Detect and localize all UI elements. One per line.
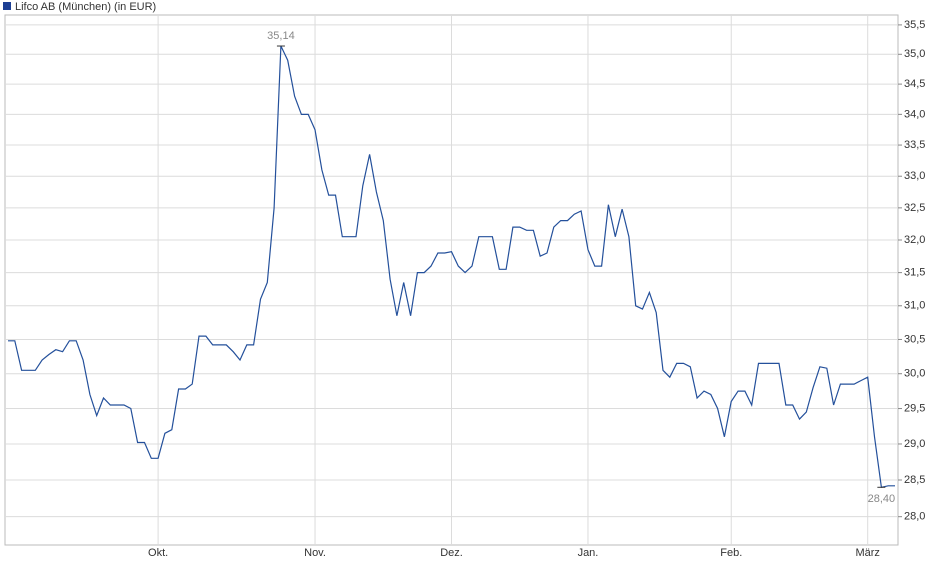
- y-tick-label: 32,5: [904, 202, 925, 214]
- x-tick-label: Okt.: [148, 547, 168, 559]
- x-tick-label: Jan.: [578, 547, 599, 559]
- y-tick-label: 29,5: [904, 402, 925, 414]
- y-tick-label: 30,5: [904, 333, 925, 345]
- y-tick-label: 34,5: [904, 78, 925, 90]
- y-tick-label: 33,0: [904, 170, 925, 182]
- y-tick-label: 32,0: [904, 234, 925, 246]
- y-tick-label: 29,0: [904, 438, 925, 450]
- y-tick-label: 31,0: [904, 300, 925, 312]
- y-tick-label: 35,5: [904, 19, 925, 31]
- x-tick-label: Dez.: [440, 547, 463, 559]
- y-tick-label: 28,5: [904, 474, 925, 486]
- legend-label: Lifco AB (München) (in EUR): [15, 1, 156, 13]
- y-tick-label: 34,0: [904, 108, 925, 120]
- value-label: 28,40: [868, 493, 896, 505]
- legend-swatch: [3, 2, 11, 10]
- y-tick-label: 30,0: [904, 368, 925, 380]
- price-line: [8, 45, 895, 489]
- y-tick-label: 33,5: [904, 139, 925, 151]
- value-label: 35,14: [267, 30, 295, 42]
- x-tick-label: Nov.: [304, 547, 326, 559]
- y-tick-label: 31,5: [904, 267, 925, 279]
- y-tick-label: 35,0: [904, 48, 925, 60]
- x-tick-label: März: [855, 547, 879, 559]
- x-tick-label: Feb.: [720, 547, 742, 559]
- y-tick-label: 28,0: [904, 511, 925, 523]
